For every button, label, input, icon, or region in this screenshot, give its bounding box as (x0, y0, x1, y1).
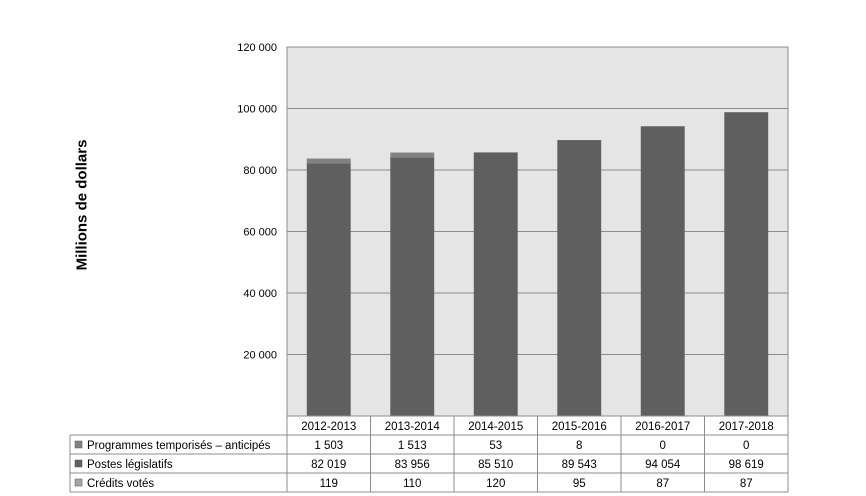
data-label-programmes-temporises-2017-2018: 0 (743, 440, 749, 452)
legend-swatch-postes-legislatifs (74, 459, 83, 468)
data-label-programmes-temporises-2014-2015: 53 (489, 440, 502, 452)
data-label-credits-votes-2012-2013: 119 (320, 478, 338, 490)
data-label-postes-legislatifs-2015-2016: 89 543 (562, 459, 597, 471)
data-label-programmes-temporises-2013-2014: 1 513 (398, 440, 427, 452)
bar-postes-legislatifs-2015-2016 (557, 140, 602, 416)
table-header-2016-2017: 2016-2017 (635, 421, 690, 433)
table-header-2013-2014: 2013-2014 (385, 421, 441, 433)
table-header-2017-2018: 2017-2018 (719, 421, 774, 433)
y-tick-label-5: 120 000 (237, 42, 277, 54)
data-label-programmes-temporises-2015-2016: 8 (576, 440, 582, 452)
legend-swatch-programmes-temporises (74, 440, 83, 449)
data-label-postes-legislatifs-2013-2014: 83 956 (395, 459, 430, 471)
y-tick-label-3: 80 000 (243, 165, 277, 177)
bar-postes-legislatifs-2016-2017 (640, 126, 685, 416)
bar-postes-legislatifs-2013-2014 (390, 157, 435, 416)
data-label-postes-legislatifs-2016-2017: 94 054 (645, 459, 681, 471)
table-header-2012-2013: 2012-2013 (301, 421, 356, 433)
data-label-credits-votes-2014-2015: 120 (486, 478, 505, 490)
bar-postes-legislatifs-2017-2018 (724, 112, 769, 416)
legend-label-programmes-temporises: Programmes temporisés – anticipés (87, 440, 271, 452)
y-tick-label-1: 40 000 (243, 288, 277, 300)
legend-label-postes-legislatifs: Postes législatifs (87, 459, 173, 471)
table-header-2015-2016: 2015-2016 (552, 421, 607, 433)
legend-swatch-credits-votes (74, 478, 83, 487)
legend-label-credits-votes: Crédits votés (87, 478, 154, 490)
bar-postes-legislatifs-2014-2015 (473, 152, 518, 416)
data-label-postes-legislatifs-2017-2018: 98 619 (729, 459, 764, 471)
bar-postes-legislatifs-2012-2013 (306, 163, 351, 416)
data-label-credits-votes-2013-2014: 110 (403, 478, 421, 490)
data-label-credits-votes-2016-2017: 87 (656, 478, 669, 490)
bar-programmes-temporises-2013-2014 (390, 152, 435, 158)
bar-programmes-temporises-2012-2013 (306, 158, 351, 164)
table-header-2014-2015: 2014-2015 (468, 421, 523, 433)
data-label-credits-votes-2017-2018: 87 (740, 478, 753, 490)
data-label-programmes-temporises-2012-2013: 1 503 (314, 440, 343, 452)
y-tick-label-2: 60 000 (243, 227, 277, 239)
data-label-postes-legislatifs-2014-2015: 85 510 (478, 459, 513, 471)
data-label-credits-votes-2015-2016: 95 (573, 478, 586, 490)
data-label-postes-legislatifs-2012-2013: 82 019 (311, 459, 346, 471)
y-tick-label-0: 20 000 (243, 350, 277, 362)
data-label-programmes-temporises-2016-2017: 0 (660, 440, 666, 452)
y-tick-label-4: 100 000 (237, 104, 277, 116)
